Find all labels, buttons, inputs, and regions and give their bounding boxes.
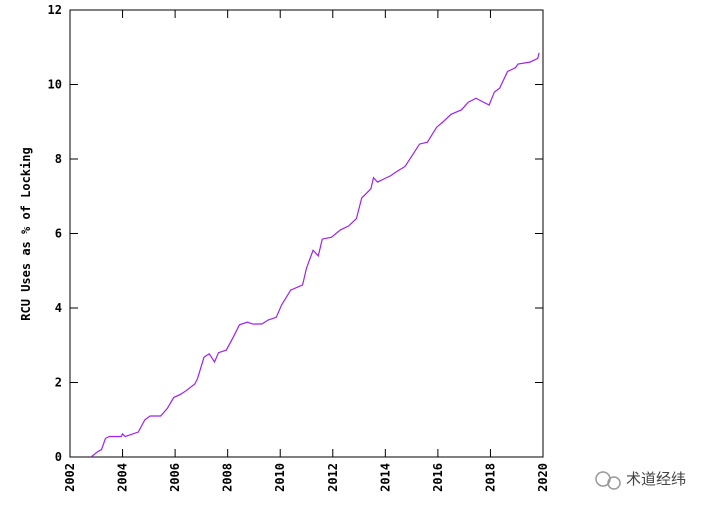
x-tick-label: 2018 xyxy=(483,463,497,492)
plot-frame xyxy=(69,9,544,458)
y-tick-label: 2 xyxy=(55,376,62,390)
watermark: 术道经纬 xyxy=(626,470,686,488)
x-tick-label: 2012 xyxy=(326,463,340,492)
y-tick-label: 0 xyxy=(55,450,62,464)
x-tick-label: 2002 xyxy=(63,463,77,492)
x-tick-label: 2010 xyxy=(273,463,287,492)
x-tick-label: 2004 xyxy=(116,463,130,492)
watermark-icon xyxy=(595,471,621,490)
x-tick-label: 2008 xyxy=(221,463,235,492)
y-tick-label: 6 xyxy=(55,227,62,241)
y-tick-label: 12 xyxy=(48,3,62,17)
y-tick-label: 8 xyxy=(55,152,62,166)
y-axis-label: RCU Uses as % of Locking xyxy=(19,147,33,320)
y-tick-label: 10 xyxy=(48,78,62,92)
x-tick-label: 2014 xyxy=(378,463,392,492)
data-line xyxy=(90,52,540,458)
x-tick-label: 2020 xyxy=(536,463,550,492)
x-tick-label: 2006 xyxy=(168,463,182,492)
y-tick-label: 4 xyxy=(55,301,62,315)
x-tick-label: 2016 xyxy=(431,463,445,492)
